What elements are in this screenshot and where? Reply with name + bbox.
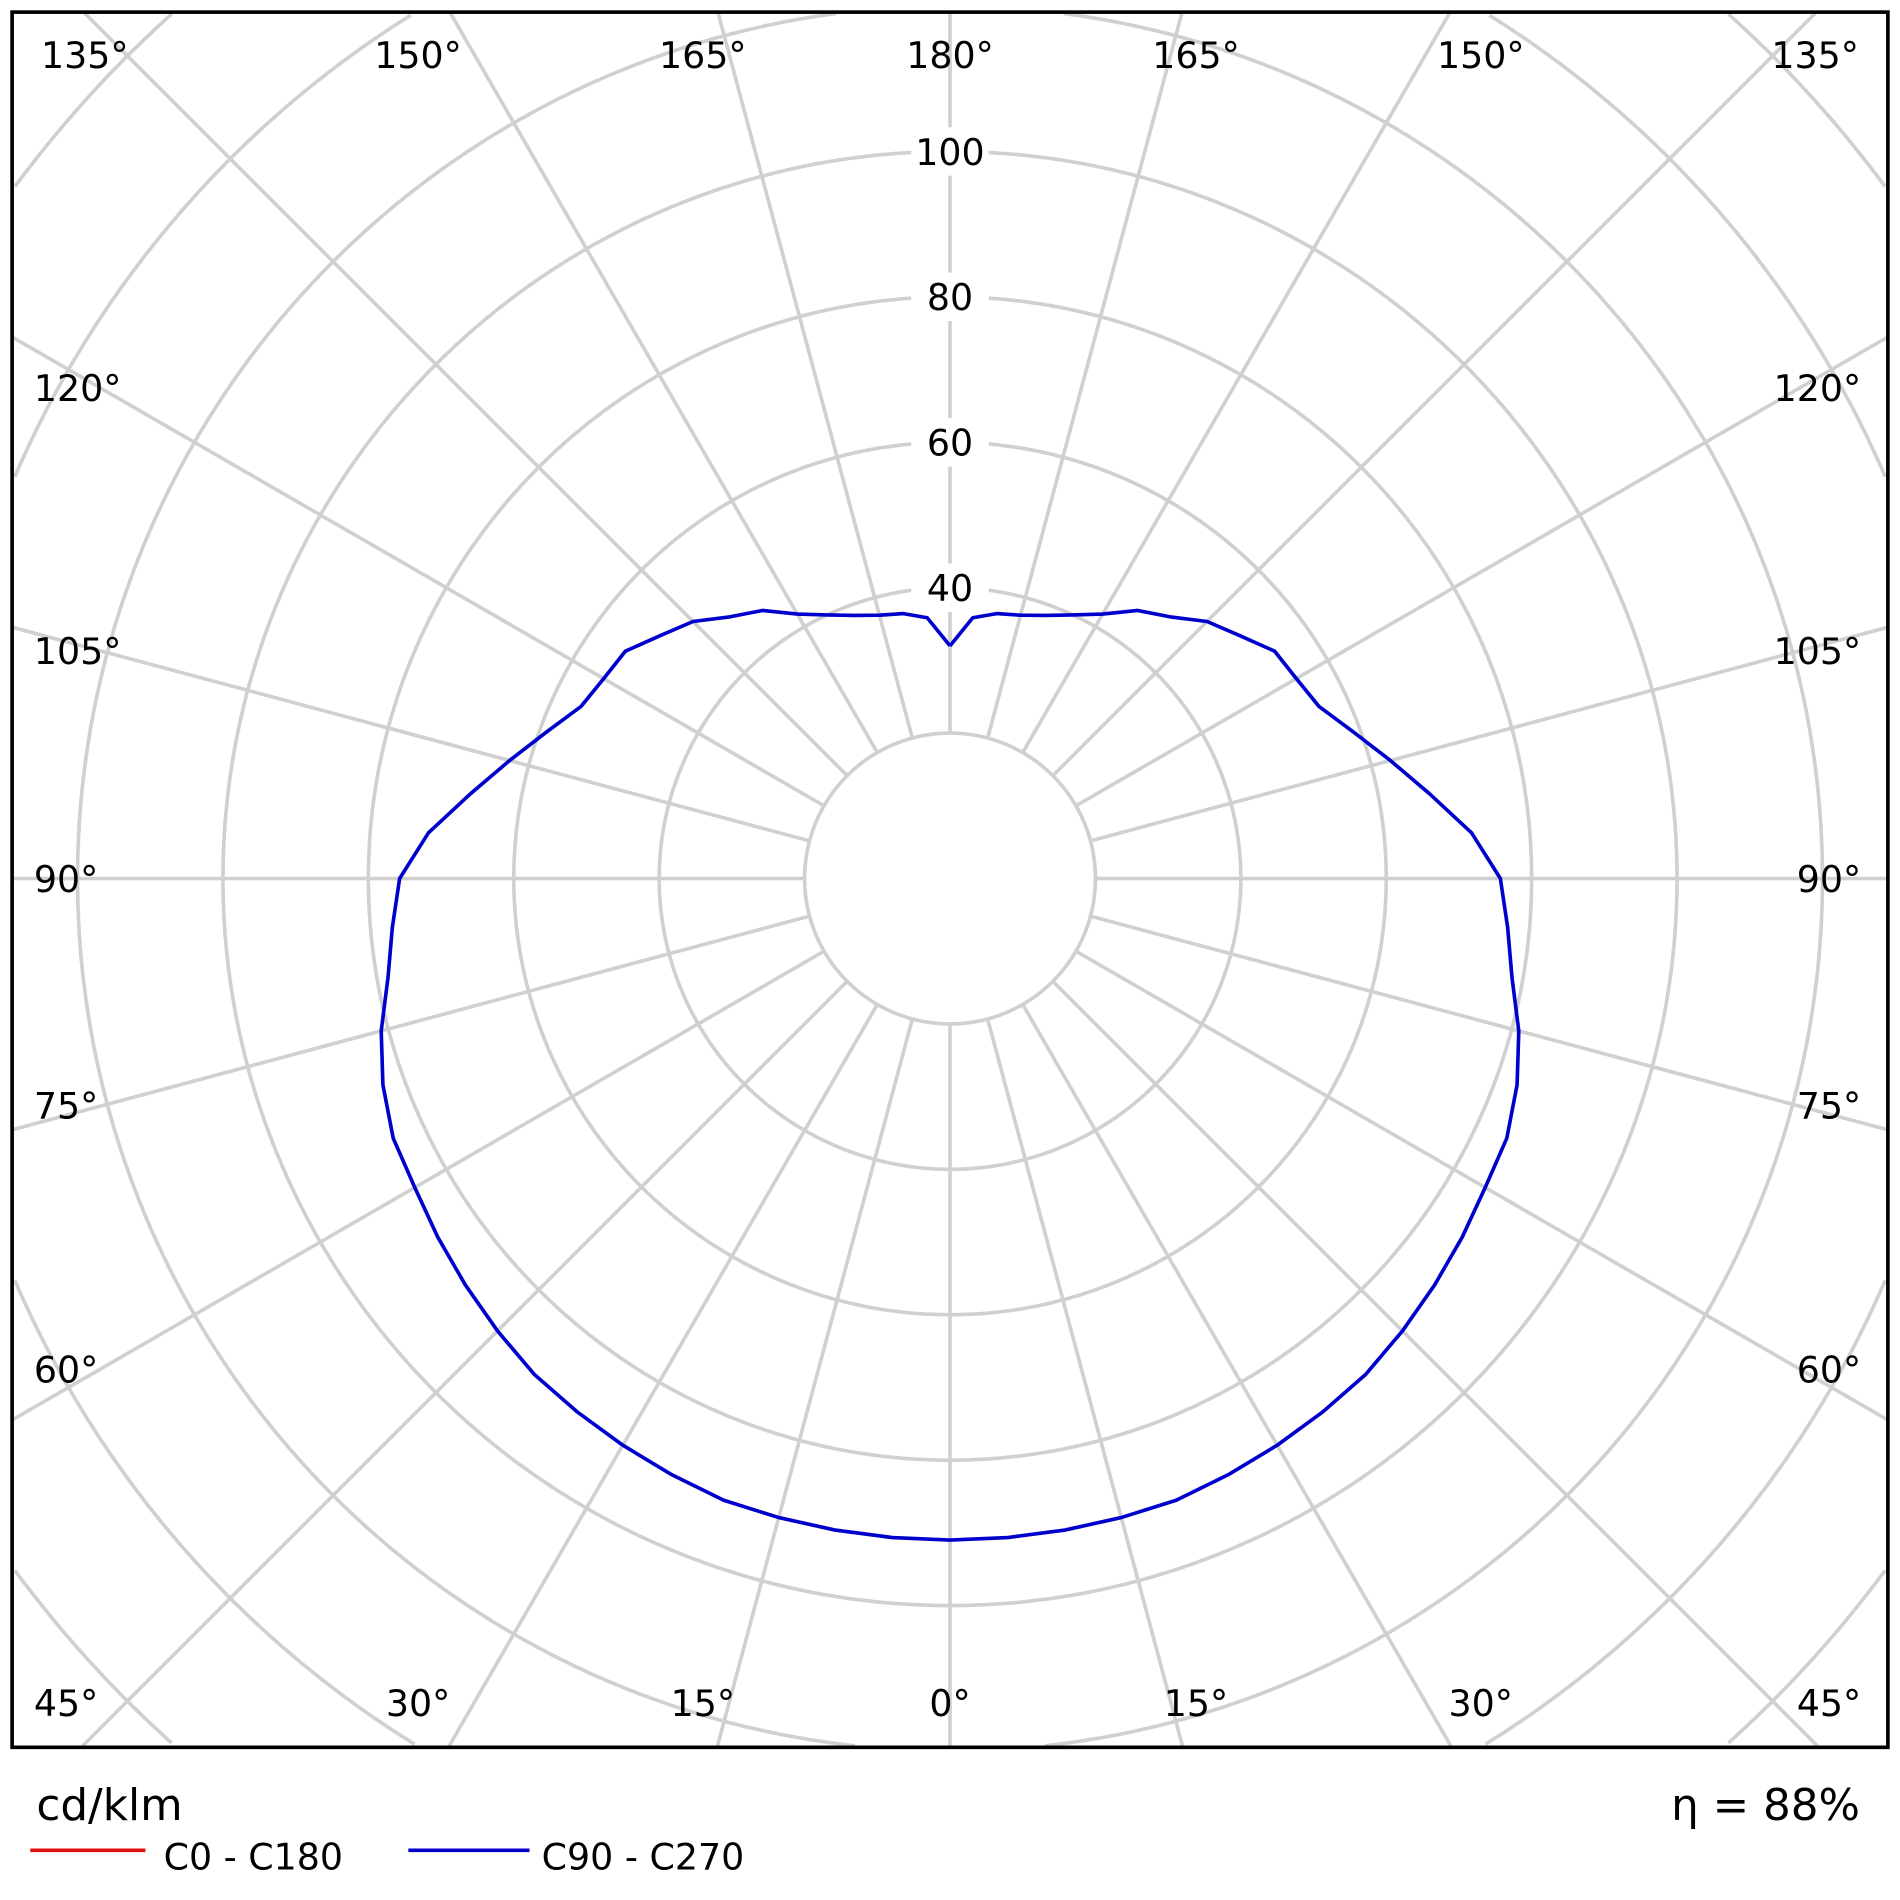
grid-spoke-105 — [1089, 625, 1888, 843]
angle-label-top: 180° — [906, 34, 994, 77]
radial-tick-bg — [911, 272, 989, 322]
grid-spoke-240 — [12, 336, 825, 808]
angle-label-left: 75° — [34, 1084, 98, 1127]
angle-label-bottom: 30° — [386, 1682, 450, 1725]
grid-spoke-75 — [1089, 914, 1888, 1132]
radial-tick-label: 60 — [927, 422, 973, 465]
angle-label-right: 90° — [1797, 858, 1861, 901]
angle-label-left: 105° — [34, 630, 122, 673]
angle-label-left: 60° — [34, 1349, 98, 1392]
angle-label-bottom: 15° — [1164, 1682, 1228, 1725]
angle-label-top: 165° — [659, 34, 747, 77]
angle-label-right: 120° — [1774, 367, 1862, 410]
grid-ring-160 — [13, 12, 1887, 1745]
grid-ring-120 — [75, 11, 1825, 1748]
angle-label-top: 150° — [1437, 34, 1525, 77]
angle-label-right: 60° — [1797, 1349, 1861, 1392]
grid-spoke-225 — [83, 12, 849, 777]
grid-ring-20 — [802, 731, 1098, 1026]
angle-label-bottom: 0° — [929, 1682, 970, 1725]
grid-spoke-315 — [81, 980, 849, 1748]
radial-tick-bg — [911, 418, 989, 467]
legend-label-c0-c180: C0 - C180 — [164, 1836, 343, 1879]
angle-label-top: 135° — [1771, 34, 1859, 77]
grid-spoke-195 — [716, 12, 915, 739]
grid-spoke-255 — [12, 625, 811, 843]
efficiency-label: η = 88% — [1671, 1781, 1860, 1831]
angle-label-left: 90° — [34, 858, 98, 901]
angle-label-right: 105° — [1774, 630, 1862, 673]
grid-spoke-15 — [985, 1018, 1185, 1747]
grid-spoke-150 — [1021, 12, 1452, 754]
plot-frame — [10, 10, 1890, 1750]
angle-label-top: 165° — [1152, 34, 1240, 77]
grid-spoke-300 — [12, 949, 825, 1421]
grid-spoke-330 — [447, 1003, 879, 1748]
angle-label-left: 120° — [34, 367, 122, 410]
angle-label-bottom: 15° — [671, 1682, 735, 1725]
grid-spoke-165 — [985, 12, 1184, 739]
angle-label-top: 135° — [41, 34, 129, 77]
radial-tick-labels: 40 60 80 100 — [911, 127, 989, 612]
angle-label-left: 45° — [34, 1682, 98, 1725]
radial-tick-label: 100 — [915, 131, 984, 174]
radial-tick-label: 40 — [927, 567, 973, 610]
radial-tick-bg — [911, 127, 989, 176]
angle-labels: 135° 150° 165° 180° 165° 150° 135° 120° 105° 90° 7… — [34, 34, 1861, 1725]
legend-label-c90-c270: C90 - C270 — [542, 1836, 745, 1879]
grid-spoke-120 — [1075, 336, 1888, 808]
unit-label: cd/klm — [36, 1781, 182, 1831]
grid-spoke-45 — [1051, 980, 1819, 1748]
grid-spoke-60 — [1075, 949, 1888, 1421]
grid-spoke-285 — [12, 914, 811, 1132]
angle-label-top: 150° — [374, 34, 462, 77]
grid-spoke-210 — [448, 12, 879, 754]
curves — [379, 608, 1521, 1542]
angle-label-right: 75° — [1797, 1084, 1861, 1127]
grid-spoke-345 — [715, 1018, 915, 1747]
grid-spoke-30 — [1021, 1003, 1453, 1748]
grid — [12, 11, 1888, 1748]
angle-label-right: 45° — [1797, 1682, 1861, 1725]
grid-spoke-135 — [1051, 12, 1817, 777]
radial-tick-label: 80 — [927, 276, 973, 319]
angle-label-bottom: 30° — [1449, 1682, 1513, 1725]
series-curve-0 — [379, 608, 1521, 1542]
radial-tick-bg — [911, 563, 989, 612]
grid-ring-140 — [13, 13, 1887, 1746]
